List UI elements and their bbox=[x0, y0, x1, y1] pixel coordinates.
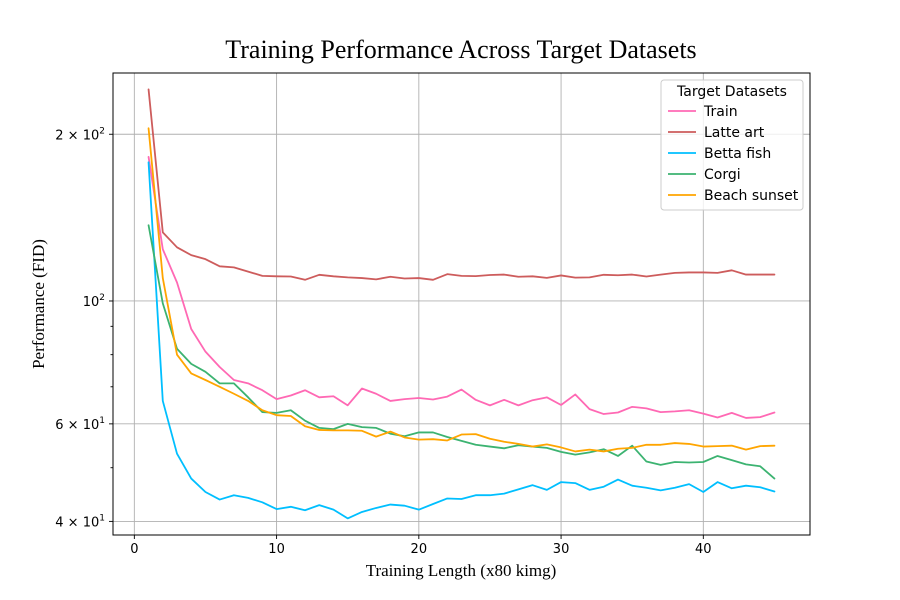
legend: Target Datasets Train Latte art Betta fish C… bbox=[660, 79, 804, 211]
y-tick-label: 102 bbox=[83, 293, 105, 310]
x-tick-label: 30 bbox=[553, 542, 570, 557]
y-axis-label: Performance (FID) bbox=[29, 239, 48, 369]
legend-label-train: Train bbox=[703, 104, 738, 120]
y-tick-label: 4 × 101 bbox=[55, 513, 105, 530]
y-tick-label: 2 × 102 bbox=[55, 126, 105, 143]
axis-ticks: 0 10 20 30 40 4 × 101 6 × 101 102 2 × 102 bbox=[55, 126, 711, 557]
legend-title: Target Datasets bbox=[676, 84, 787, 100]
legend-box bbox=[660, 79, 804, 211]
series-line-train bbox=[147, 156, 776, 419]
series-lines bbox=[147, 88, 776, 520]
chart-title: Training Performance Across Target Datas… bbox=[225, 35, 696, 64]
series-line-latte-art bbox=[147, 88, 776, 281]
legend-label-beach-sunset: Beach sunset bbox=[704, 188, 799, 204]
plot-frame bbox=[112, 72, 811, 536]
x-axis-label: Training Length (x80 kimg) bbox=[366, 561, 557, 580]
x-tick-label: 10 bbox=[268, 542, 285, 557]
series-line-corgi bbox=[147, 224, 776, 480]
legend-label-corgi: Corgi bbox=[704, 167, 741, 183]
series-line-beach-sunset bbox=[147, 127, 776, 453]
legend-label-latte-art: Latte art bbox=[704, 125, 765, 141]
legend-label-betta-fish: Betta fish bbox=[704, 146, 771, 162]
x-tick-label: 40 bbox=[695, 542, 712, 557]
x-tick-label: 20 bbox=[411, 542, 428, 557]
x-tick-label: 0 bbox=[130, 542, 138, 557]
series-line-betta-fish bbox=[147, 161, 776, 520]
y-tick-label: 6 × 101 bbox=[55, 416, 105, 433]
